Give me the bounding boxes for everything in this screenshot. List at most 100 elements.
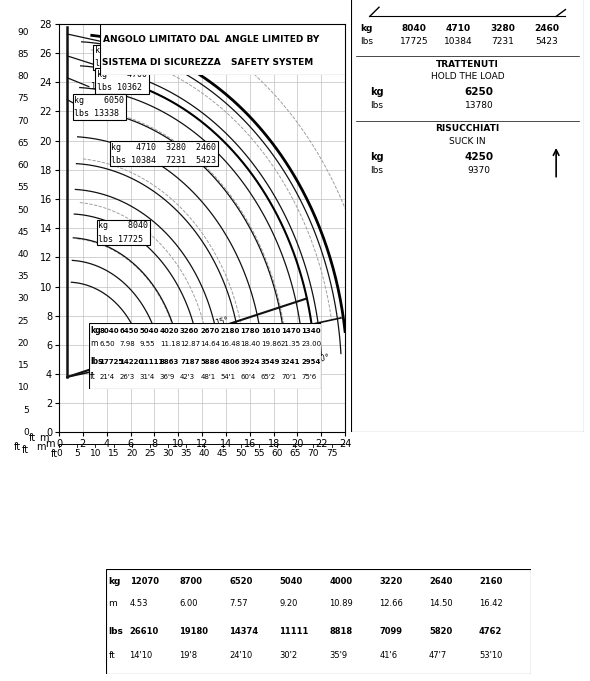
- Text: 70'1: 70'1: [281, 374, 296, 380]
- Text: 13780: 13780: [465, 101, 494, 110]
- Text: 19180: 19180: [179, 627, 208, 636]
- Text: 15: 15: [18, 361, 30, 370]
- Text: 5: 5: [24, 406, 30, 415]
- Text: ft: ft: [51, 449, 58, 459]
- Text: 8040: 8040: [402, 24, 427, 33]
- Text: 10°: 10°: [315, 353, 330, 364]
- Text: 75: 75: [326, 449, 337, 458]
- Text: 40: 40: [18, 250, 30, 259]
- Text: 26610: 26610: [130, 627, 159, 636]
- Text: 3241: 3241: [281, 359, 300, 365]
- Text: lbs: lbs: [370, 101, 383, 110]
- Text: 4020: 4020: [160, 328, 179, 334]
- Text: 80: 80: [18, 72, 30, 81]
- Text: 75: 75: [18, 95, 30, 104]
- Text: 25: 25: [18, 317, 30, 326]
- Text: lbs: lbs: [370, 165, 383, 175]
- Text: kg   4710  3280  2460
lbs 10384  7231  5423: kg 4710 3280 2460 lbs 10384 7231 5423: [112, 142, 217, 165]
- Text: 3549: 3549: [261, 359, 280, 365]
- Text: 30: 30: [162, 449, 174, 458]
- Text: 3220: 3220: [379, 577, 402, 586]
- Text: 11111: 11111: [140, 359, 164, 365]
- Text: 14.50: 14.50: [429, 599, 453, 607]
- Text: 10.89: 10.89: [329, 599, 353, 607]
- Text: m: m: [109, 599, 117, 607]
- Text: 3: 3: [102, 37, 107, 46]
- Text: kg    6050
lbs 13338: kg 6050 lbs 13338: [74, 96, 124, 118]
- Text: ANGLE LIMITED BY: ANGLE LIMITED BY: [225, 35, 319, 44]
- Text: kg: kg: [360, 24, 373, 33]
- Text: 7.57: 7.57: [230, 599, 248, 607]
- Text: TRATTENUTI: TRATTENUTI: [436, 60, 499, 69]
- Text: 1610: 1610: [261, 328, 280, 334]
- Text: 14374: 14374: [230, 627, 258, 636]
- Text: 5040: 5040: [279, 577, 303, 586]
- Text: 9370: 9370: [468, 165, 491, 175]
- Text: 20: 20: [18, 339, 30, 348]
- Text: 5820: 5820: [429, 627, 453, 636]
- Text: 5423: 5423: [536, 37, 558, 46]
- Text: 2954: 2954: [301, 359, 320, 365]
- Text: 1: 1: [90, 82, 96, 91]
- Text: 21'4: 21'4: [99, 374, 114, 380]
- Text: 7.98: 7.98: [119, 341, 135, 347]
- Text: 45: 45: [217, 449, 228, 458]
- Text: 75'6: 75'6: [301, 374, 316, 380]
- Text: 11111: 11111: [279, 627, 309, 636]
- Text: 4806: 4806: [221, 359, 240, 365]
- Text: 30'2: 30'2: [279, 651, 297, 661]
- Text: 14220: 14220: [119, 359, 144, 365]
- Text: 0: 0: [56, 449, 62, 458]
- Text: 65'2: 65'2: [261, 374, 276, 380]
- Text: 54'1: 54'1: [221, 374, 235, 380]
- Text: 7099: 7099: [379, 627, 402, 636]
- Text: 12.87: 12.87: [180, 341, 200, 347]
- Text: 6.50: 6.50: [99, 341, 115, 347]
- Text: 6.00: 6.00: [179, 599, 198, 607]
- Text: lbs: lbs: [109, 627, 123, 636]
- Text: m: m: [90, 339, 97, 348]
- Text: 5: 5: [74, 449, 80, 458]
- Text: 10: 10: [90, 449, 101, 458]
- Text: 4710: 4710: [445, 24, 471, 33]
- Text: 20: 20: [126, 449, 137, 458]
- Text: 7231: 7231: [491, 37, 514, 46]
- Text: 19'8: 19'8: [179, 651, 198, 661]
- Text: 35: 35: [181, 449, 192, 458]
- Text: 47'7: 47'7: [429, 651, 447, 661]
- Text: 12.66: 12.66: [379, 599, 403, 607]
- Text: 21.35: 21.35: [281, 341, 301, 347]
- Text: 8863: 8863: [160, 359, 179, 365]
- Text: 26'3: 26'3: [119, 374, 135, 380]
- Text: 50: 50: [18, 206, 30, 215]
- Text: 31'4: 31'4: [140, 374, 155, 380]
- Text: 16.48: 16.48: [221, 341, 241, 347]
- Text: ft: ft: [22, 445, 30, 455]
- Text: 16.42: 16.42: [479, 599, 503, 607]
- Text: kg    3750
lbs  8267: kg 3750 lbs 8267: [95, 46, 145, 69]
- Text: 55: 55: [18, 183, 30, 192]
- Text: 0: 0: [24, 428, 30, 437]
- Text: m: m: [37, 443, 46, 452]
- Text: 2160: 2160: [479, 577, 502, 586]
- Text: SAFETY SYSTEM: SAFETY SYSTEM: [231, 58, 313, 67]
- Text: m: m: [45, 439, 54, 449]
- Text: 3280: 3280: [490, 24, 515, 33]
- Text: 25: 25: [144, 449, 156, 458]
- Text: 40: 40: [199, 449, 210, 458]
- Text: 10: 10: [18, 383, 30, 392]
- Text: SUCK IN: SUCK IN: [449, 137, 486, 146]
- Text: 15: 15: [108, 449, 119, 458]
- Text: 8040: 8040: [99, 328, 119, 334]
- Text: 45: 45: [18, 227, 30, 237]
- Text: 4250: 4250: [465, 152, 494, 162]
- Text: 1470: 1470: [281, 328, 300, 334]
- Text: 8818: 8818: [329, 627, 352, 636]
- Text: 35: 35: [18, 272, 30, 281]
- Text: kg: kg: [109, 577, 121, 586]
- Text: 10384: 10384: [444, 37, 473, 46]
- Text: 14'10: 14'10: [130, 651, 153, 661]
- Text: 24'10: 24'10: [230, 651, 253, 661]
- Text: 6450: 6450: [119, 328, 139, 334]
- Text: 42'3: 42'3: [180, 374, 195, 380]
